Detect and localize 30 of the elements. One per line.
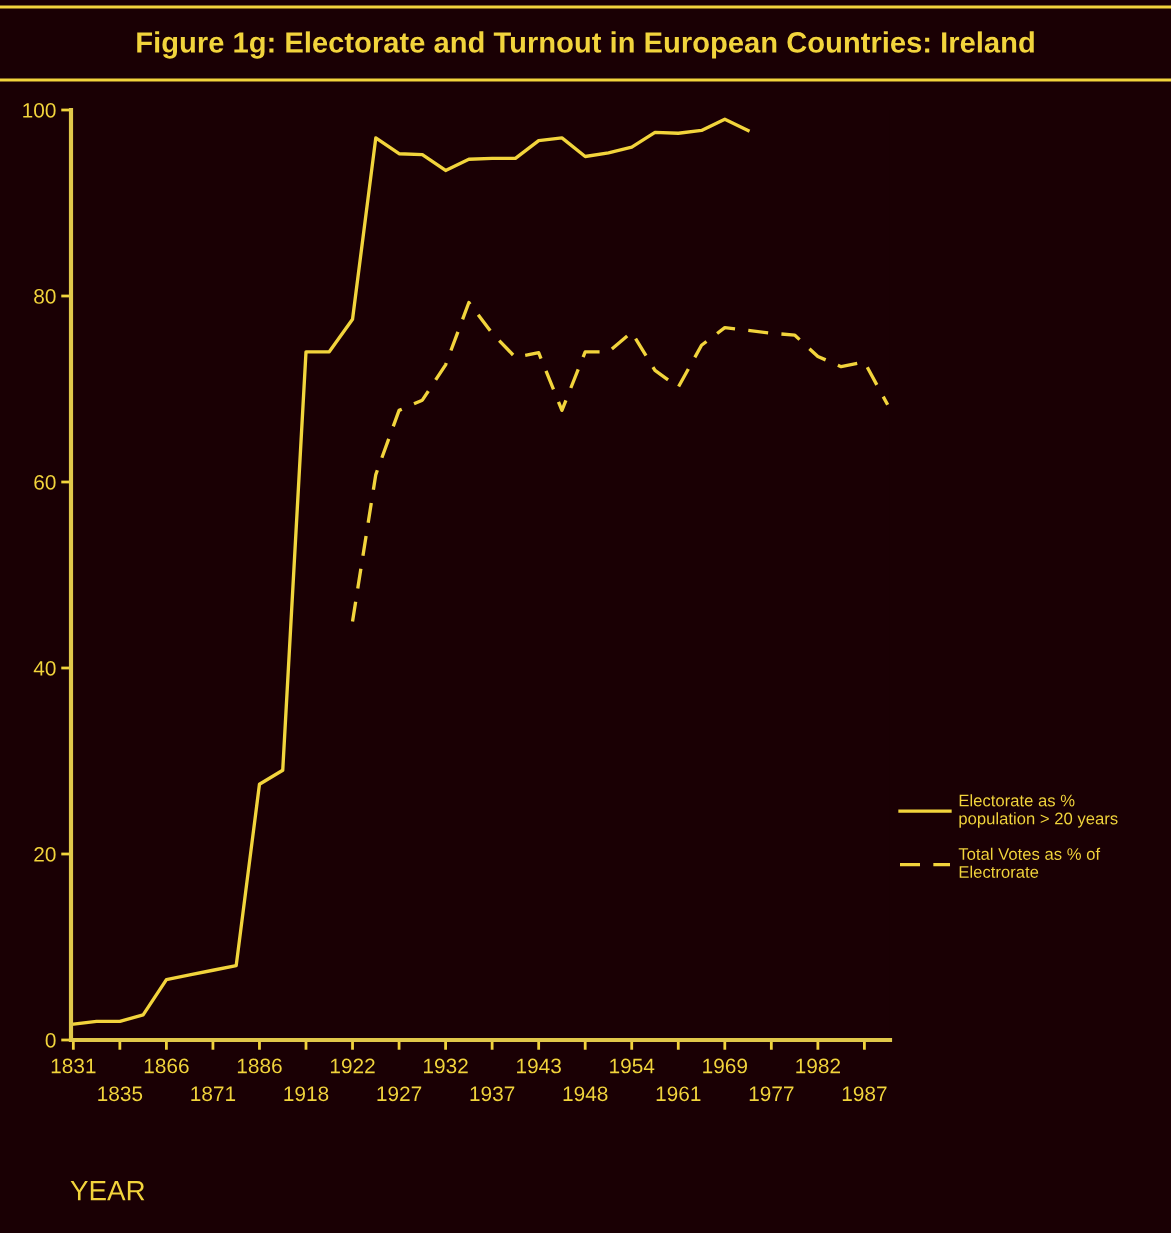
x-tick-label: 1961 <box>656 1086 701 1102</box>
line-series <box>350 300 890 624</box>
x-tick-label: 1943 <box>517 1058 561 1074</box>
legend-label: Total Votes as % of Electrorate <box>958 847 1101 878</box>
x-tick-label: 1982 <box>796 1058 840 1074</box>
x-tick-label: 1977 <box>749 1086 794 1102</box>
x-tick-label: 1927 <box>377 1086 422 1102</box>
x-tick-label: 1932 <box>424 1058 468 1074</box>
y-tick-label: 80 <box>34 289 56 304</box>
x-tick-label: 1937 <box>470 1086 515 1102</box>
y-tick-label: 60 <box>34 475 56 490</box>
x-tick-label: 1918 <box>284 1086 329 1102</box>
y-tick-label: 0 <box>45 1033 56 1048</box>
x-tick-label: 1954 <box>610 1058 655 1074</box>
x-tick-label: 1948 <box>563 1086 608 1102</box>
x-tick-label: 1987 <box>842 1086 887 1102</box>
line-series <box>71 117 750 1026</box>
x-tick-label: 1922 <box>330 1058 375 1074</box>
x-tick-label: 1969 <box>703 1058 747 1074</box>
x-tick-label: 1886 <box>237 1058 282 1074</box>
y-tick-label: 20 <box>34 847 56 862</box>
x-tick-label: 1871 <box>191 1086 236 1102</box>
y-tick-label: 100 <box>23 103 56 118</box>
x-tick-label: 1831 <box>51 1058 96 1074</box>
y-tick-label: 40 <box>33 661 56 676</box>
chart-title: Figure 1g: Electorate and Turnout in European Countries: Ireland <box>137 31 1034 59</box>
x-tick-label: 1866 <box>144 1058 189 1074</box>
legend-label: Electorate as % population > 20 years <box>959 794 1118 828</box>
x-tick-label: 1835 <box>98 1086 143 1102</box>
x-axis-title: YEAR <box>70 1181 145 1201</box>
